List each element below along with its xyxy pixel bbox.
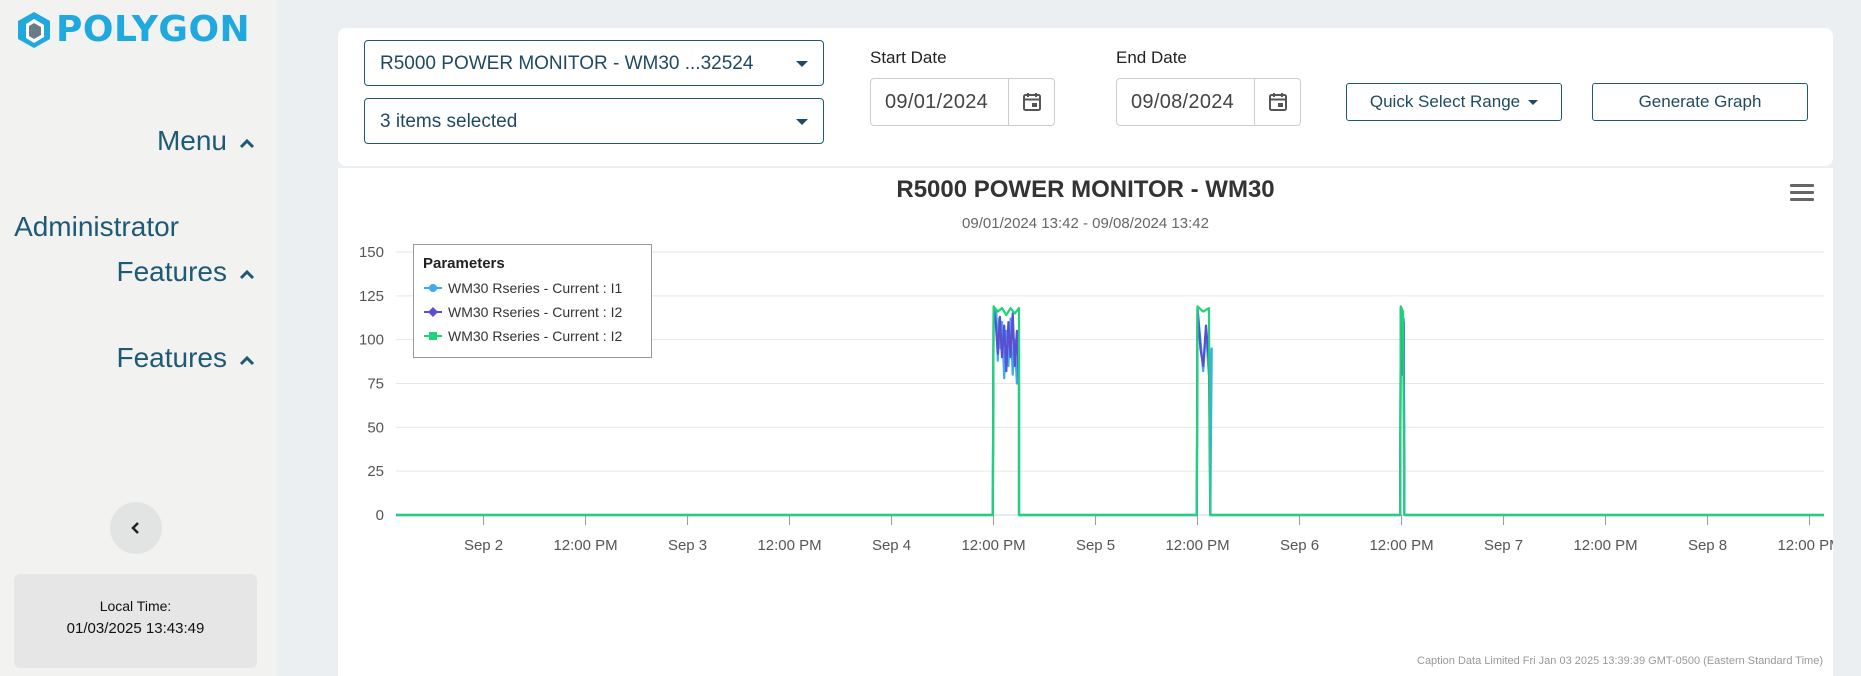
chevron-up-icon	[237, 350, 257, 370]
legend-label: WM30 Rseries - Current : I2	[448, 304, 623, 320]
legend-diamond-marker-icon	[424, 307, 442, 317]
x-tick-label: Sep 2	[464, 537, 503, 554]
y-tick-label: 150	[359, 244, 384, 261]
nav-features[interactable]: Features	[117, 336, 258, 380]
x-tick-label: 12:00 PM	[553, 537, 617, 554]
calendar-icon	[1022, 93, 1041, 111]
local-time-label: Local Time:	[99, 598, 172, 614]
end-date-group	[1116, 78, 1301, 126]
chart-panel: 0 25 50 75 100 125 150 Sep 2 12:00 PM Sep 3 12:00 …	[338, 168, 1833, 676]
legend-title: Parameters	[423, 255, 505, 272]
collapse-sidebar-button[interactable]	[110, 502, 162, 554]
y-tick-label: 0	[376, 507, 384, 524]
x-tick-label: 12:00 PM	[1369, 537, 1433, 554]
y-tick-label: 100	[359, 332, 384, 349]
parameters-select[interactable]: 3 items selected	[364, 98, 824, 144]
start-date-label: Start Date	[870, 48, 947, 67]
sidebar: POLYGON Menu Administrator Features Feat…	[0, 0, 277, 676]
caret-down-icon	[796, 61, 808, 67]
caret-down-icon	[796, 119, 808, 125]
caret-down-icon	[1528, 99, 1539, 105]
device-select[interactable]: R5000 POWER MONITOR - WM30 ...32524	[364, 40, 824, 86]
y-tick-label: 125	[359, 288, 384, 305]
calendar-icon	[1268, 93, 1287, 111]
x-tick-label: Sep 6	[1280, 537, 1319, 554]
series-line-2	[396, 305, 1824, 517]
end-date-label: End Date	[1116, 48, 1187, 67]
chart-title: R5000 POWER MONITOR - WM30	[896, 176, 1275, 203]
chevron-left-icon	[131, 522, 139, 534]
quick-select-range-label: Quick Select Range	[1369, 92, 1521, 111]
chart: 0 25 50 75 100 125 150 Sep 2 12:00 PM Sep 3 12:00 …	[359, 244, 1833, 554]
chart-subtitle: 09/01/2024 13:42 - 09/08/2024 13:42	[962, 215, 1209, 232]
end-date-picker-button[interactable]	[1254, 79, 1300, 125]
start-date-picker-button[interactable]	[1008, 79, 1054, 125]
nav-admin-label-line1[interactable]: Administrator	[14, 211, 179, 242]
x-tick-label: Sep 4	[872, 537, 911, 554]
quick-select-range-button[interactable]: Quick Select Range	[1346, 83, 1562, 121]
legend-circle-marker-icon	[424, 284, 442, 292]
nav-admin-label-line2: Features	[116, 256, 228, 287]
start-date-input[interactable]	[871, 79, 1008, 125]
legend-item-i2[interactable]: WM30 Rseries - Current : I2	[424, 302, 622, 322]
generate-graph-button[interactable]: Generate Graph	[1592, 83, 1808, 121]
x-tick-label: Sep 7	[1484, 537, 1523, 554]
generate-graph-label: Generate Graph	[1638, 92, 1762, 111]
end-date-input[interactable]	[1117, 79, 1254, 125]
y-tick-label: 75	[367, 376, 384, 393]
nav-admin-features[interactable]: Features	[117, 250, 258, 294]
nav-menu[interactable]: Menu	[157, 119, 257, 163]
x-tick-label: 12:00 PM	[757, 537, 821, 554]
start-date-group	[870, 78, 1055, 126]
device-select-value: R5000 POWER MONITOR - WM30 ...32524	[380, 53, 754, 74]
legend-label: WM30 Rseries - Current : I1	[448, 280, 623, 296]
nav-menu-label: Menu	[156, 125, 227, 156]
y-tick-label: 25	[367, 463, 384, 480]
nav-features-label: Features	[116, 342, 228, 373]
logo[interactable]: POLYGON	[14, 8, 250, 52]
legend-item-i1[interactable]: WM30 Rseries - Current : I1	[424, 278, 622, 298]
x-tick-label: Sep 8	[1688, 537, 1727, 554]
chart-legend: Parameters WM30 Rseries - Current : I1 W…	[413, 244, 652, 358]
x-tick-label: 12:00 PM	[1165, 537, 1229, 554]
y-tick-label: 50	[367, 419, 384, 436]
x-tick-label: 12:00 PM	[1573, 537, 1637, 554]
chart-menu-icon[interactable]	[1790, 184, 1814, 204]
parameters-select-value: 3 items selected	[380, 111, 518, 132]
x-tick-label: Sep 3	[668, 537, 707, 554]
x-tick-label: 12:00 PM	[961, 537, 1025, 554]
chevron-up-icon	[237, 264, 257, 284]
legend-item-i2b[interactable]: WM30 Rseries - Current : I2	[424, 326, 622, 346]
local-time-box: Local Time: 01/03/2025 13:43:49	[14, 574, 257, 668]
chart-credits: Caption Data Limited Fri Jan 03 2025 13:…	[1417, 655, 1823, 667]
x-tick-label: 12:00 PM	[1777, 537, 1833, 554]
legend-square-marker-icon	[424, 332, 442, 340]
chevron-up-icon	[237, 133, 257, 153]
polygon-logo-icon	[18, 12, 50, 48]
local-time-value: 01/03/2025 13:43:49	[66, 620, 205, 637]
logo-text: POLYGON	[56, 9, 251, 50]
x-tick-label: Sep 5	[1076, 537, 1115, 554]
legend-label: WM30 Rseries - Current : I2	[448, 328, 623, 344]
filter-toolbar: R5000 POWER MONITOR - WM30 ...32524 3 it…	[338, 28, 1833, 166]
